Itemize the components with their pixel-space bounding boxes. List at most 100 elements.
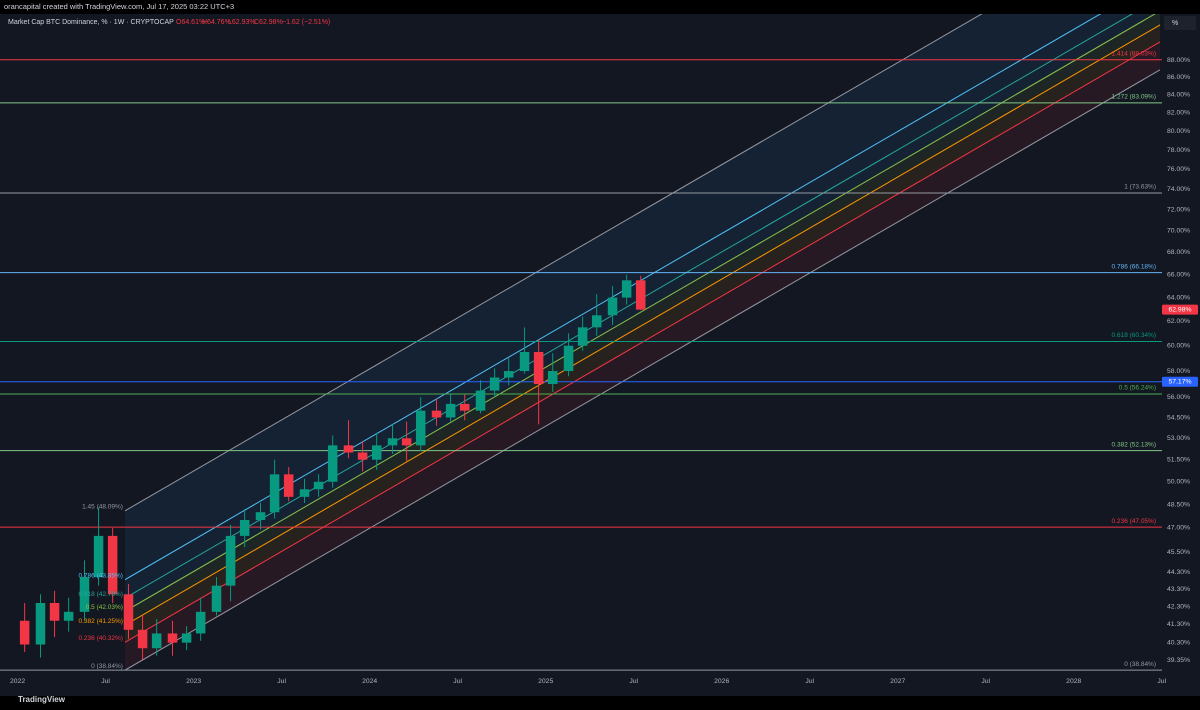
y-tick-label: 64.00% [1167,294,1190,301]
x-tick-label: Jul [1157,678,1166,685]
candle-body [401,438,412,446]
candle-body [459,403,470,411]
y-tick-label: 62.00% [1167,318,1190,325]
candle-body [577,327,588,346]
y-tick-label: 43.30% [1167,586,1190,593]
y-tick-label: 74.00% [1167,186,1190,193]
plot-area [0,14,1162,671]
channel-label: 0.5 (42.03%) [86,604,123,611]
ohlc-value: L62.93% [228,19,256,26]
fib-level-label: 0.786 (66.18%) [1112,263,1156,270]
channel-label: 1.45 (48.09%) [82,504,123,511]
channel-line [124,14,1156,612]
y-tick-label: 47.00% [1167,525,1190,532]
y-tick-label: 84.00% [1167,92,1190,99]
candle-body [167,633,178,643]
candle-body [445,403,456,418]
x-tick-label: Jul [629,678,638,685]
scale-button[interactable] [1164,16,1196,30]
overlay: 88.00% 86.00% 84.00% 82.00% 80.00% 78.00% 76.0… [10,50,1198,685]
candle-body [79,577,90,612]
chart-title: Market Cap BTC Dominance, % · 1W · CRYPT… [8,19,174,26]
y-tick-label: 51.50% [1167,457,1190,464]
candle-body [269,474,280,513]
x-tick-label: Jul [805,678,814,685]
y-tick-label: 39.35% [1167,657,1190,664]
channel-band [124,14,1160,626]
candle-body [547,371,558,385]
y-tick-label: 45.50% [1167,549,1190,556]
y-tick-label: 76.00% [1167,166,1190,173]
price-badge [1162,304,1198,315]
y-tick-label: 54.50% [1167,414,1190,421]
channel-label: 0.618 (42.78%) [79,591,123,598]
fib-level-label: 0.618 (60.34%) [1112,332,1156,339]
candle-body [225,535,236,586]
fib-level-label: 0.382 (52.13%) [1112,441,1156,448]
candle-body [63,611,74,621]
y-tick-label: 41.30% [1167,621,1190,628]
candle-body [35,603,46,645]
channel-label: 0.786 (43.85%) [79,572,123,579]
candle-body [635,280,646,310]
candle-body [93,535,104,578]
x-tick-label: 2024 [362,678,377,685]
x-tick-label: Jul [453,678,462,685]
price-badge-label: 62.98% [1168,306,1191,313]
y-tick-label: 42.30% [1167,603,1190,610]
header: orancapital created with TradingView.com… [4,2,234,11]
y-tick-label: 44.30% [1167,569,1190,576]
channel-line [124,14,1102,581]
x-tick-label: 2028 [1066,678,1081,685]
ohlc-value: C62.98% [254,19,283,26]
candle-body [607,297,618,316]
y-tick-label: 82.00% [1167,110,1190,117]
candle-body [621,280,632,298]
candle-body [343,445,354,453]
y-tick-label: 60.00% [1167,343,1190,350]
candle-body [475,390,486,411]
candle-body [107,535,118,595]
x-tick-label: 2027 [890,678,905,685]
candle-body [431,410,442,418]
y-tick-label: 53.00% [1167,435,1190,442]
x-tick-label: 2025 [538,678,553,685]
candle-body [519,351,530,372]
candle-body [387,438,398,446]
fib-level-label: 0.236 (47.05%) [1112,518,1156,525]
ohlc-value: H64.76% [202,19,231,26]
x-tick-label: Jul [981,678,990,685]
fib-level-label: 1 (73.63%) [1124,184,1156,191]
x-tick-label: 2026 [714,678,729,685]
candle-body [195,611,206,634]
fib-level-label: 0.5 (56.24%) [1119,385,1156,392]
candle-body [151,633,162,649]
candle-body [327,445,338,482]
scale-button-label[interactable]: % [1172,20,1178,27]
candle-body [283,474,294,497]
candle-body [211,585,222,612]
channel-line [124,69,1161,671]
candle-body [563,345,574,372]
candle-body [255,512,266,521]
y-tick-label: 48.50% [1167,501,1190,508]
candle-body [313,481,324,490]
channel-label: 0.382 (41.25%) [79,618,123,625]
y-tick-label: 68.00% [1167,249,1190,256]
ohlc-value: O64.61% [176,19,205,26]
channel-label: 0.236 (40.32%) [79,635,123,642]
ohlc-legend: O64.61%H64.76%L62.93%C62.98% −1.62 (−2.51… [176,19,330,26]
channel-line [124,24,1161,626]
channel-label: 0 (38.84%) [91,663,123,670]
candle-body [533,351,544,385]
y-tick-label: 86.00% [1167,74,1190,81]
channel-band [124,41,1160,671]
fib-level-label: 1.414 (88.03%) [1112,50,1156,57]
y-tick-label: 50.00% [1167,479,1190,486]
candle-body [357,452,368,460]
x-tick-label: 2022 [10,678,25,685]
candle-body [591,315,602,328]
candle-body [503,371,514,378]
